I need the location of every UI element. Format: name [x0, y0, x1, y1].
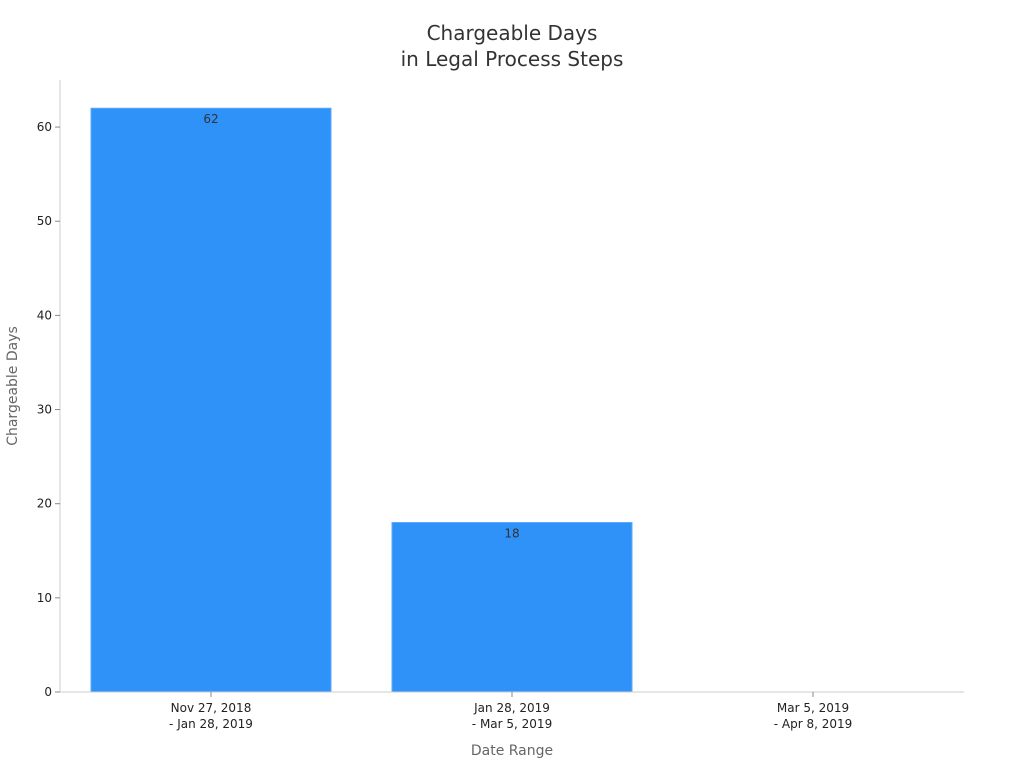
y-tick-label-4: 40 — [37, 308, 52, 322]
data-label-1: 18 — [504, 527, 519, 541]
x-tick-label-2-1: - Apr 8, 2019 — [774, 717, 853, 731]
x-tick-label-0-0: Nov 27, 2018 — [171, 701, 252, 715]
y-tick-label-1: 10 — [37, 591, 52, 605]
y-axis-label: Chargeable Days — [5, 326, 21, 446]
x-tick-label-1-1: - Mar 5, 2019 — [472, 717, 552, 731]
y-tick-label-0: 0 — [44, 685, 52, 699]
y-ticks-group: 0 10 20 30 40 50 60 — [37, 120, 60, 699]
x-tick-label-1-0: Jan 28, 2019 — [473, 701, 550, 715]
y-tick-label-2: 20 — [37, 497, 52, 511]
data-label-0: 62 — [203, 112, 218, 126]
chart-title-line-1: Chargeable Days — [427, 21, 598, 45]
data-labels-group: 62 18 — [203, 112, 519, 540]
bar-1 — [391, 522, 633, 693]
chart-title-line-2: in Legal Process Steps — [401, 47, 624, 71]
x-tick-label-2-0: Mar 5, 2019 — [777, 701, 849, 715]
x-tick-label-0-1: - Jan 28, 2019 — [169, 717, 253, 731]
bar-0 — [90, 107, 332, 693]
y-tick-label-5: 50 — [37, 214, 52, 228]
y-tick-label-3: 30 — [37, 403, 52, 417]
x-axis-label: Date Range — [471, 743, 553, 759]
bars-group — [90, 107, 633, 693]
x-ticks-group: Nov 27, 2018 - Jan 28, 2019 Jan 28, 2019 - … — [169, 692, 852, 731]
y-tick-label-6: 60 — [37, 120, 52, 134]
